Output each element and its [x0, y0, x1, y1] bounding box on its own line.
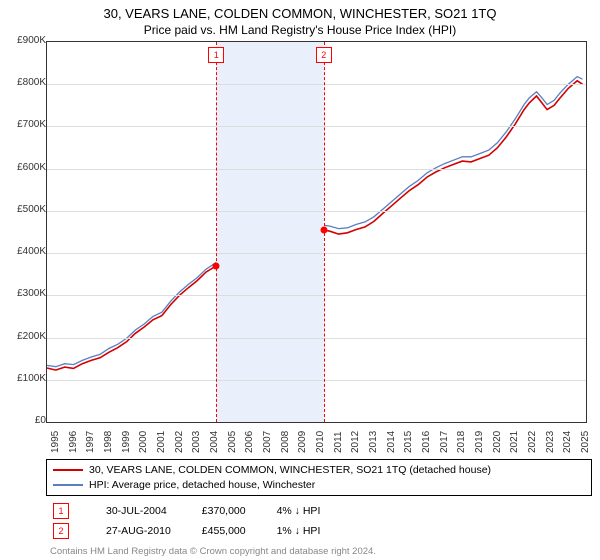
marker-row: 1 30-JUL-2004 £370,000 4% ↓ HPI	[52, 502, 348, 520]
marker-delta: 4% ↓ HPI	[276, 502, 349, 520]
y-axis: £0£100K£200K£300K£400K£500K£600K£700K£80…	[0, 41, 44, 421]
legend-item-property: 30, VEARS LANE, COLDEN COMMON, WINCHESTE…	[53, 463, 585, 478]
legend-box: 30, VEARS LANE, COLDEN COMMON, WINCHESTE…	[46, 459, 592, 496]
legend-label: 30, VEARS LANE, COLDEN COMMON, WINCHESTE…	[89, 463, 491, 478]
chart-plot-area: 12	[46, 41, 587, 423]
marker-delta: 1% ↓ HPI	[276, 522, 349, 540]
footer-text: Contains HM Land Registry data © Crown c…	[50, 546, 600, 560]
title-line1: 30, VEARS LANE, COLDEN COMMON, WINCHESTE…	[0, 0, 600, 21]
x-axis: 1995199619971998199920002001200220032004…	[46, 423, 587, 457]
legend-swatch	[53, 484, 83, 486]
marker-price: £455,000	[201, 522, 274, 540]
footer-line1: Contains HM Land Registry data © Crown c…	[50, 546, 600, 558]
legend-label: HPI: Average price, detached house, Winc…	[89, 478, 315, 493]
legend-item-hpi: HPI: Average price, detached house, Winc…	[53, 478, 585, 493]
marker-price: £370,000	[201, 502, 274, 520]
marker-icon: 1	[53, 503, 69, 519]
marker-row: 2 27-AUG-2010 £455,000 1% ↓ HPI	[52, 522, 348, 540]
title-line2: Price paid vs. HM Land Registry's House …	[0, 21, 600, 41]
marker-icon: 2	[53, 523, 69, 539]
marker-date: 30-JUL-2004	[105, 502, 199, 520]
marker-date: 27-AUG-2010	[105, 522, 199, 540]
legend-swatch	[53, 469, 83, 471]
marker-table: 1 30-JUL-2004 £370,000 4% ↓ HPI 2 27-AUG…	[50, 500, 350, 542]
